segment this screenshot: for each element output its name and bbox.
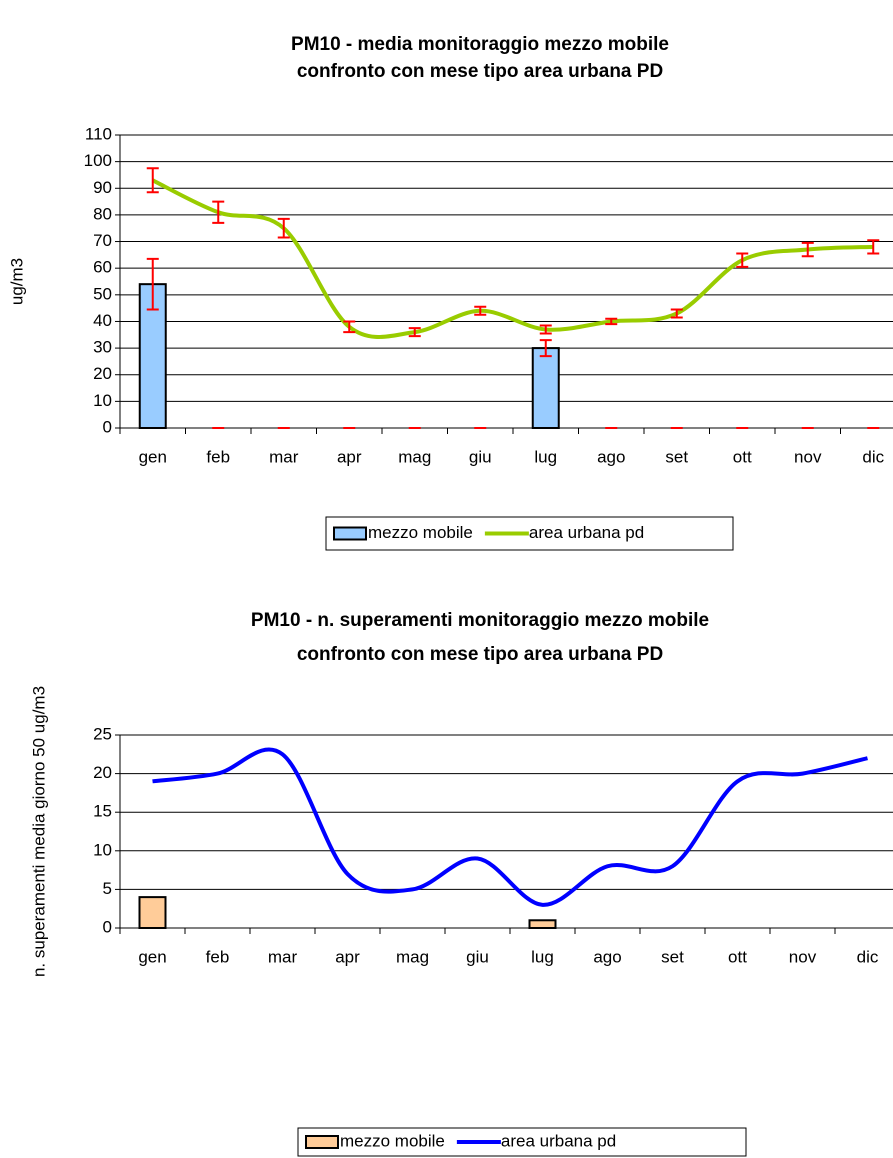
error-bar: [801, 241, 814, 258]
x-tick-label: gen: [138, 947, 166, 966]
error-bar: [670, 308, 683, 319]
y-tick-label: 10: [93, 840, 112, 859]
bar: [138, 896, 167, 929]
x-tick-label: mag: [398, 447, 431, 466]
x-tick-label: feb: [206, 447, 230, 466]
error-bar: [474, 305, 487, 316]
line: [152, 747, 868, 907]
error-bar: [605, 317, 618, 326]
legend-swatch: [333, 526, 367, 541]
legend-swatch: [305, 1135, 339, 1149]
x-tick-label: nov: [789, 947, 817, 966]
y-tick-label: 10: [93, 391, 112, 410]
y-tick-label: 80: [93, 204, 112, 223]
error-bar: [146, 257, 159, 311]
y-tick-label: 40: [93, 311, 112, 330]
y-tick-label: 20: [93, 763, 112, 782]
y-tick-label: 0: [103, 917, 112, 936]
x-tick-label: ott: [733, 447, 752, 466]
y-tick-label: 15: [93, 802, 112, 821]
y-tick-label: 70: [93, 231, 112, 250]
bar: [531, 347, 560, 429]
x-tick-label: lug: [534, 447, 557, 466]
y-tick-label: 25: [93, 724, 112, 743]
error-bar: [408, 327, 421, 338]
x-tick-label: mar: [269, 447, 299, 466]
chart-subtitle: confronto con mese tipo area urbana PD: [297, 61, 663, 82]
x-tick-label: ago: [593, 947, 621, 966]
x-tick-label: giu: [466, 947, 489, 966]
error-bar: [343, 320, 356, 334]
y-tick-label: 20: [93, 364, 112, 383]
error-bar: [736, 252, 749, 268]
x-tick-label: mag: [396, 947, 429, 966]
y-tick-label: 100: [84, 151, 112, 170]
x-tick-label: apr: [337, 447, 362, 466]
y-axis-label: n. superamenti media giorno 50 ug/m3: [29, 686, 48, 977]
line: [151, 178, 874, 340]
legend-box: [297, 1127, 747, 1157]
y-tick-label: 60: [93, 258, 112, 277]
x-tick-label: mar: [268, 947, 298, 966]
bar: [528, 919, 557, 930]
error-bar: [146, 167, 159, 194]
y-tick-label: 5: [103, 879, 112, 898]
x-tick-label: ago: [597, 447, 625, 466]
legend-label: area urbana pd: [501, 1131, 616, 1150]
x-tick-label: dic: [857, 947, 879, 966]
x-tick-label: giu: [469, 447, 492, 466]
x-tick-label: gen: [139, 447, 167, 466]
error-bar: [539, 339, 552, 358]
chart-title: PM10 - media monitoraggio mezzo mobile: [291, 34, 669, 55]
legend-label: mezzo mobile: [340, 1131, 445, 1150]
x-tick-label: apr: [335, 947, 360, 966]
x-tick-label: set: [665, 447, 688, 466]
x-tick-label: feb: [206, 947, 230, 966]
legend-label: mezzo mobile: [368, 523, 473, 542]
x-tick-label: nov: [794, 447, 822, 466]
y-tick-label: 30: [93, 338, 112, 357]
x-tick-label: ott: [728, 947, 747, 966]
error-bar: [539, 324, 552, 335]
error-bar: [277, 217, 290, 239]
chart-title: PM10 - n. superamenti monitoraggio mezzo…: [251, 610, 709, 631]
x-tick-label: set: [661, 947, 684, 966]
y-tick-label: 50: [93, 284, 112, 303]
chart-subtitle: confronto con mese tipo area urbana PD: [297, 644, 663, 665]
error-bar: [867, 239, 880, 255]
y-axis-label: ug/m3: [7, 258, 26, 305]
y-tick-label: 0: [103, 417, 112, 436]
x-tick-label: dic: [862, 447, 884, 466]
legend-box: [325, 516, 734, 551]
y-tick-label: 110: [85, 124, 112, 143]
y-tick-label: 90: [93, 178, 112, 197]
x-tick-label: lug: [531, 947, 554, 966]
legend-label: area urbana pd: [529, 523, 644, 542]
error-bar: [212, 200, 225, 224]
